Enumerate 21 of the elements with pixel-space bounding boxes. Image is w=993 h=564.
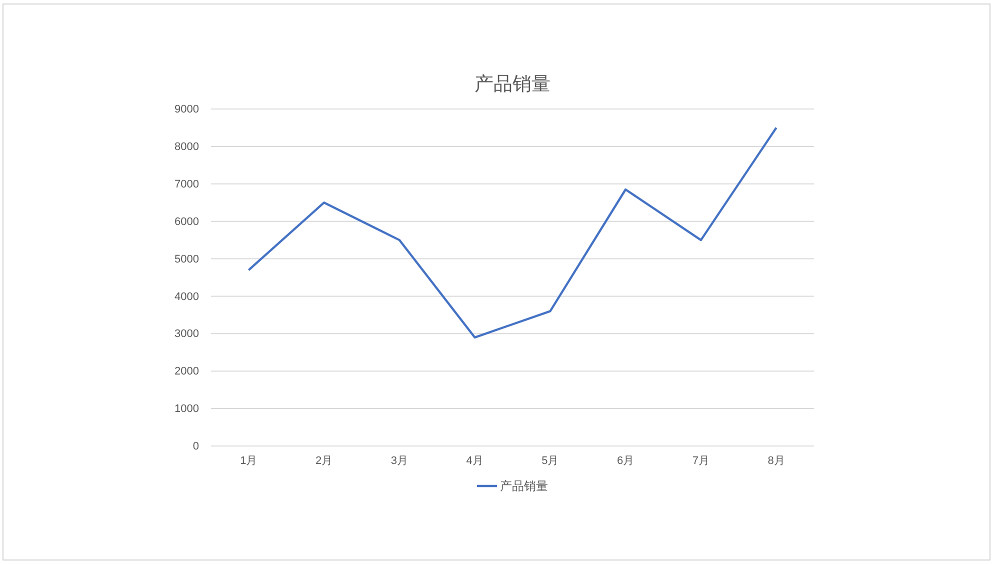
y-tick-label: 4000 xyxy=(174,290,199,303)
y-tick-label: 2000 xyxy=(174,366,199,378)
y-tick-label: 6000 xyxy=(174,216,199,228)
y-tick-label: 9000 xyxy=(174,104,199,116)
y-tick-label: 8000 xyxy=(174,140,199,153)
legend-label: 产品销量 xyxy=(500,479,548,493)
x-tick-label: 1月 xyxy=(240,454,258,467)
y-tick-label: 3000 xyxy=(174,328,199,340)
x-tick-label: 2月 xyxy=(316,454,333,467)
x-tick-label: 3月 xyxy=(390,454,408,467)
y-tick-label: 1000 xyxy=(174,403,199,416)
x-tick-label: 4月 xyxy=(466,454,484,467)
line-series xyxy=(248,126,778,339)
y-tick-label: 0 xyxy=(192,440,199,453)
x-tick-label: 6月 xyxy=(617,454,634,467)
y-tick-label: 5000 xyxy=(174,253,199,266)
x-tick-label: 8月 xyxy=(768,454,785,467)
chart-title: 产品销量 xyxy=(474,73,550,95)
y-tick-label: 7000 xyxy=(174,178,199,190)
x-tick-label: 5月 xyxy=(542,454,559,467)
x-tick-label: 7月 xyxy=(692,454,710,467)
